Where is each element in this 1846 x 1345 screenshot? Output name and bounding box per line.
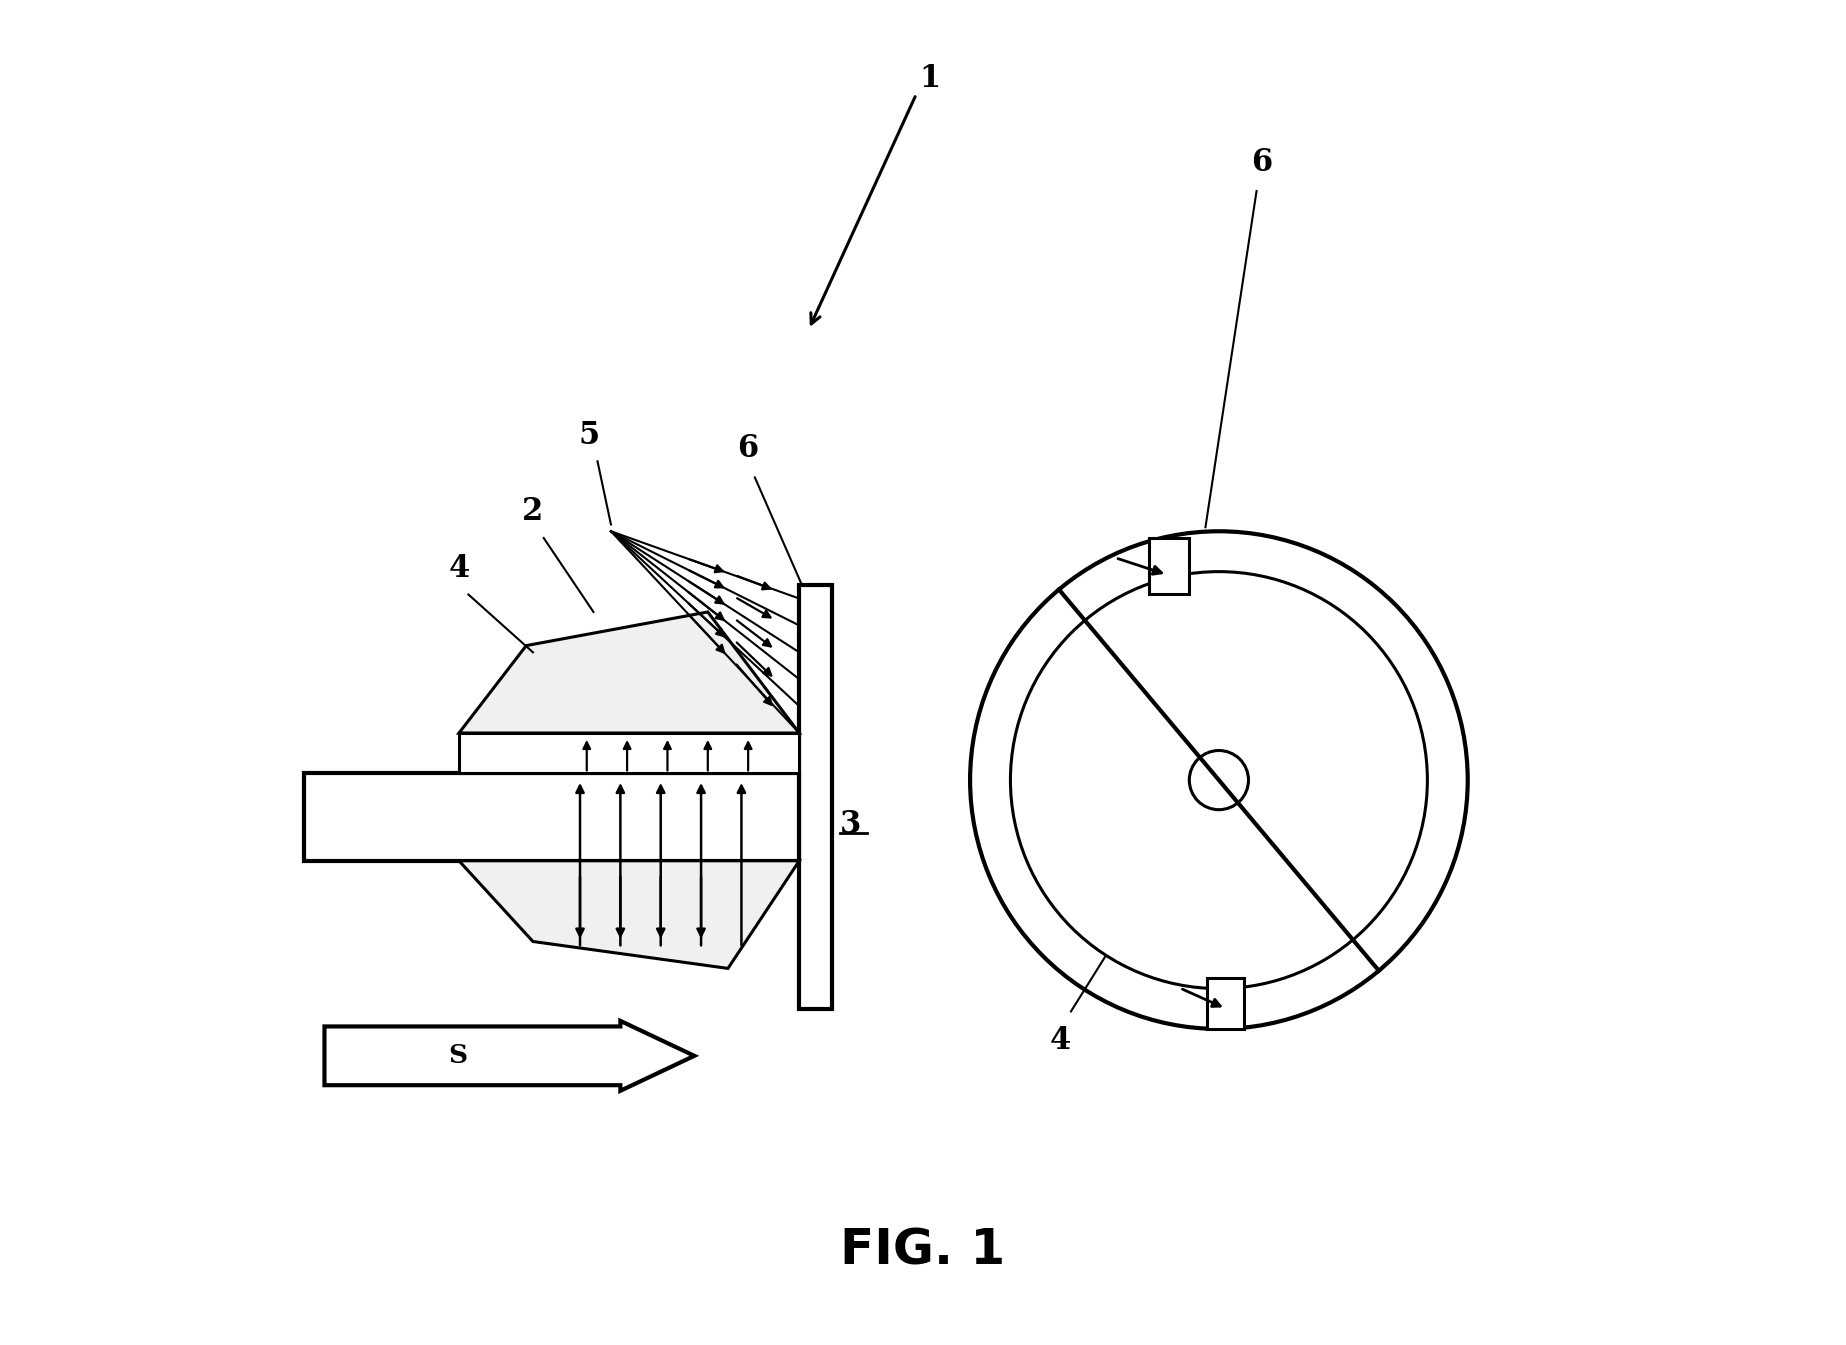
Text: 5: 5 <box>580 420 600 451</box>
Polygon shape <box>1207 978 1244 1029</box>
Polygon shape <box>305 773 799 861</box>
Circle shape <box>1010 572 1427 989</box>
Text: 3: 3 <box>840 808 860 841</box>
Text: 4: 4 <box>449 553 469 584</box>
Circle shape <box>971 531 1468 1029</box>
Text: 6: 6 <box>1252 147 1272 178</box>
Polygon shape <box>460 733 799 773</box>
Text: S: S <box>449 1044 467 1068</box>
Text: 4: 4 <box>1050 1025 1071 1056</box>
Polygon shape <box>1148 538 1189 594</box>
Circle shape <box>1189 751 1248 810</box>
Text: FIG. 1: FIG. 1 <box>840 1227 1006 1275</box>
Text: 6: 6 <box>738 433 759 464</box>
Text: 1: 1 <box>919 62 940 94</box>
Polygon shape <box>325 1021 694 1091</box>
Polygon shape <box>460 861 799 968</box>
Polygon shape <box>460 612 799 733</box>
Polygon shape <box>799 585 831 1009</box>
Text: 2: 2 <box>522 496 543 527</box>
